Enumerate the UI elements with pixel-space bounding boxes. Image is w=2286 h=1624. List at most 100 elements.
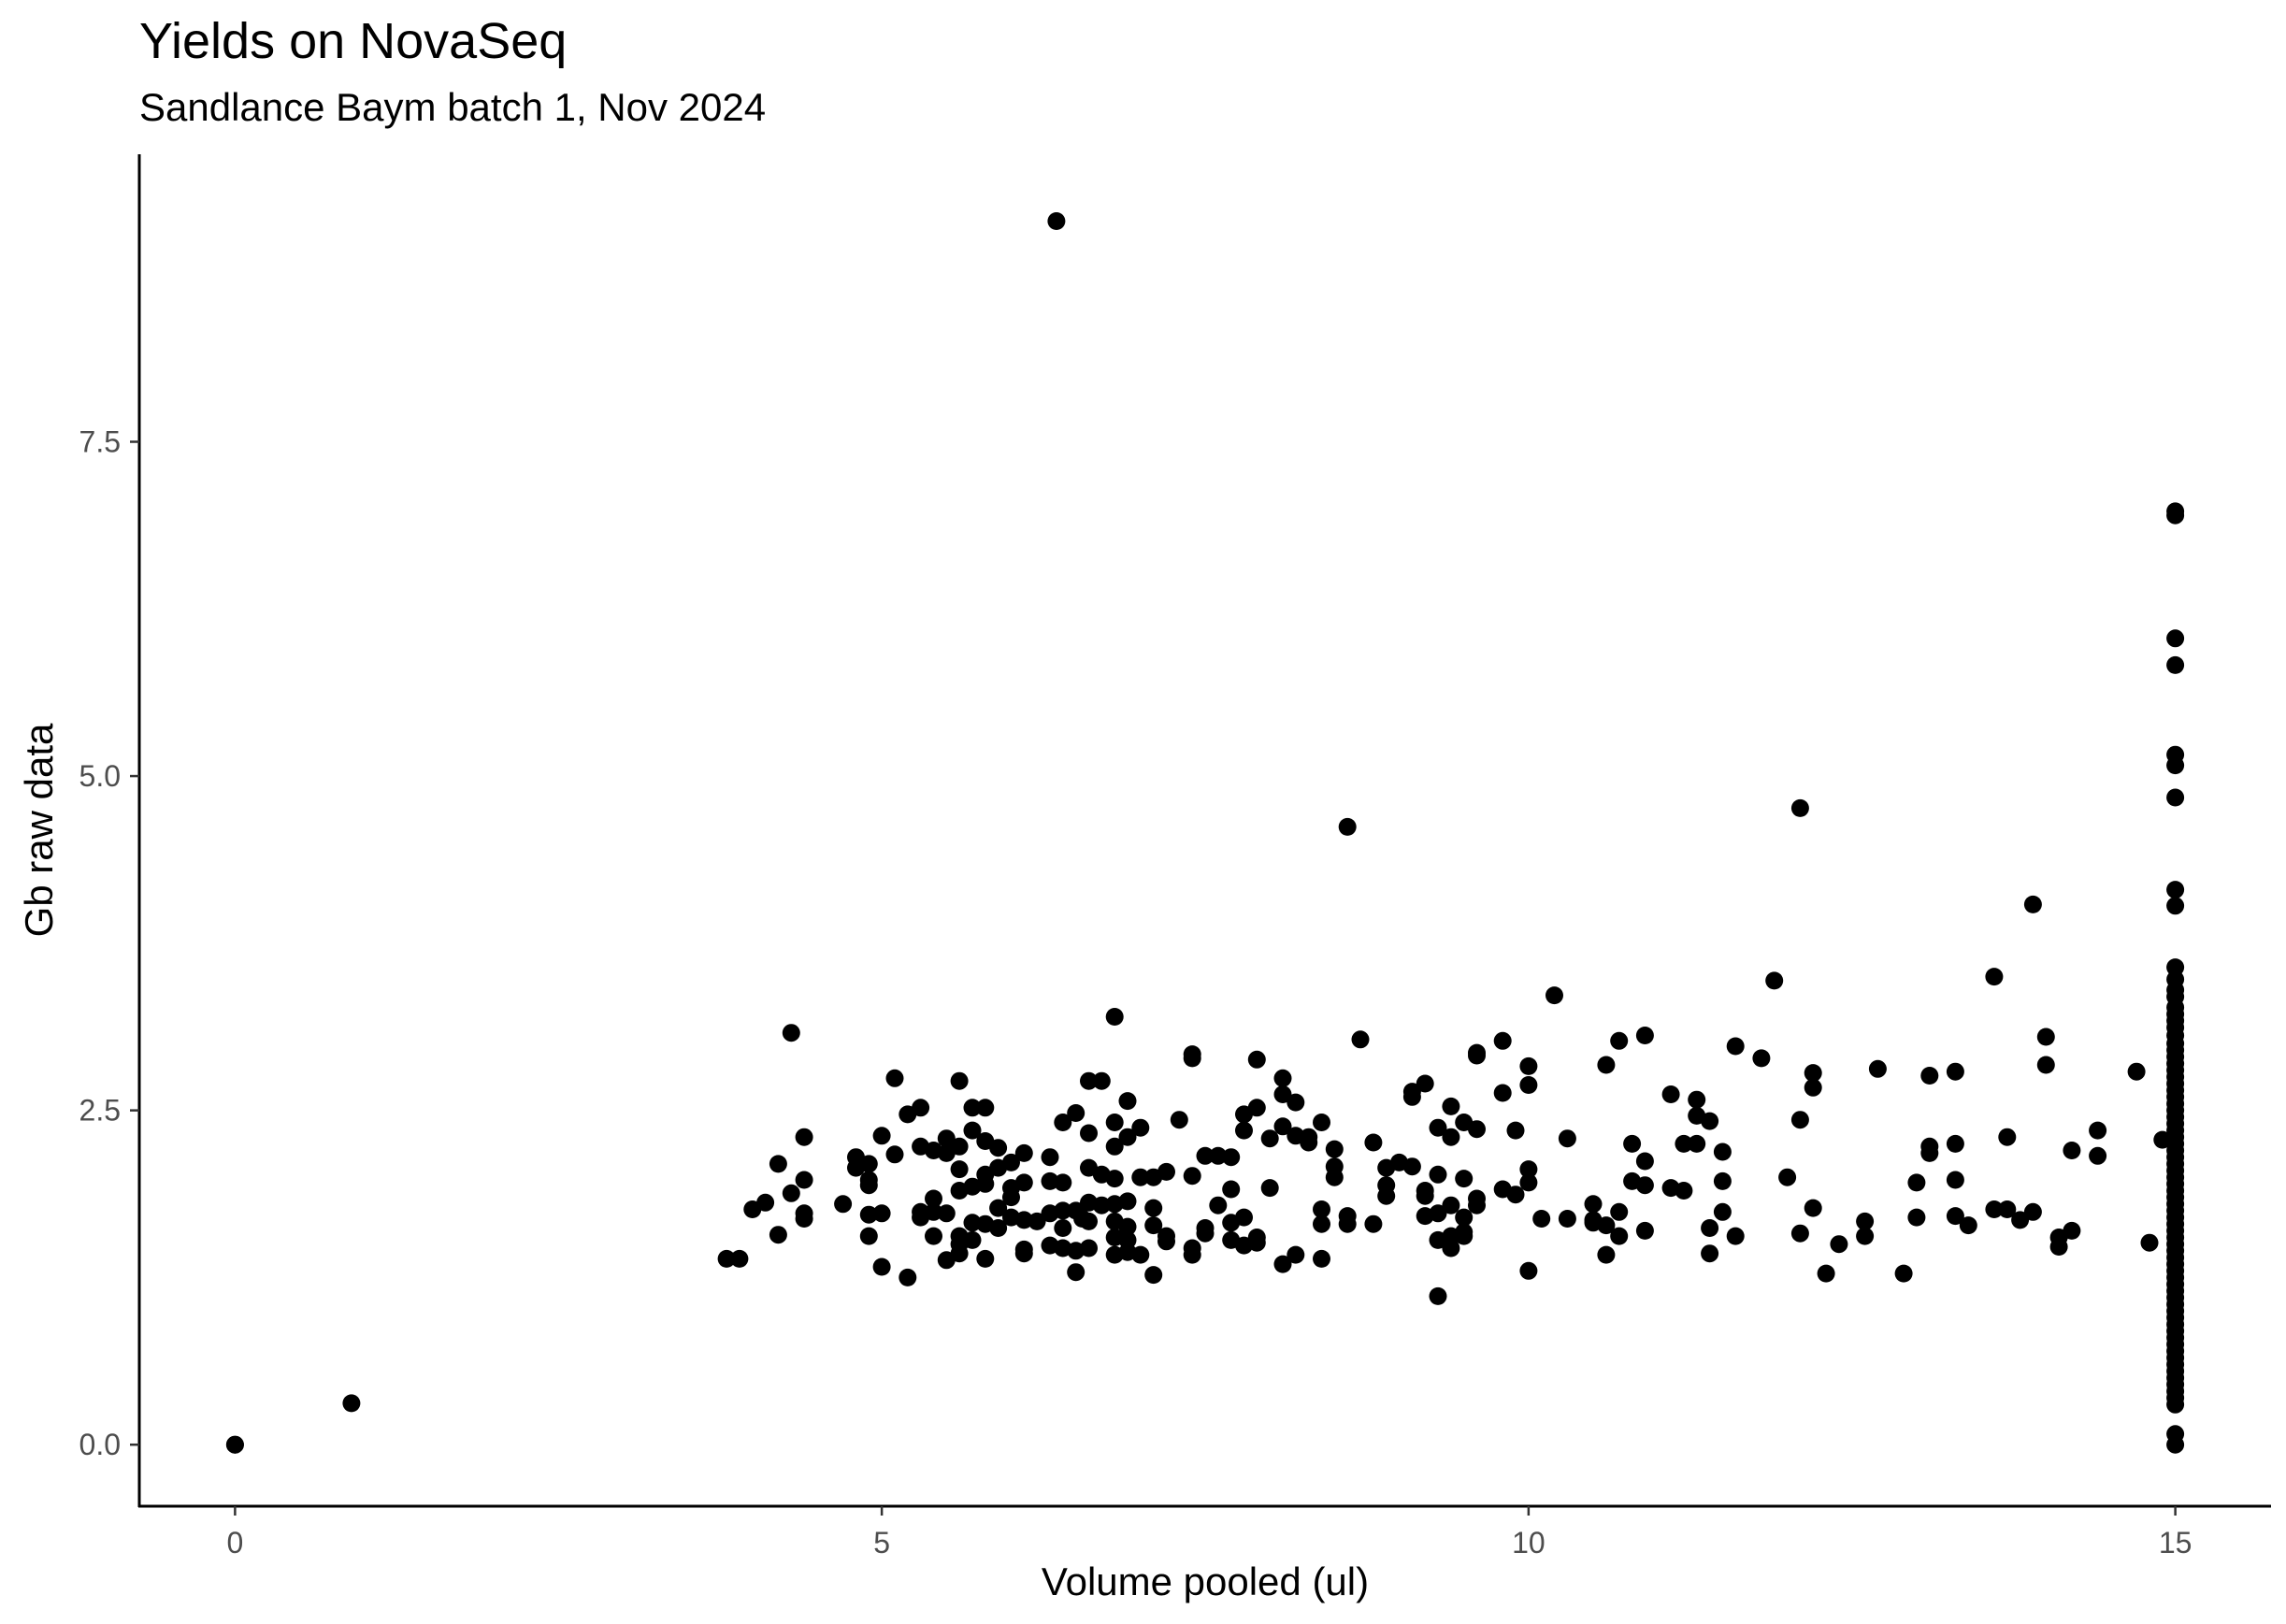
data-point xyxy=(1080,1239,1098,1258)
data-point xyxy=(1907,1208,1926,1227)
data-point xyxy=(1778,1168,1797,1186)
data-point xyxy=(1273,1117,1292,1136)
data-point xyxy=(1946,1062,1964,1081)
data-point xyxy=(769,1155,787,1173)
data-point xyxy=(925,1227,942,1245)
data-point xyxy=(1830,1235,1848,1254)
data-point xyxy=(1635,1176,1654,1195)
data-point xyxy=(1313,1249,1330,1268)
data-point xyxy=(859,1227,878,1245)
data-point xyxy=(1519,1056,1538,1075)
data-point xyxy=(1519,1160,1538,1179)
data-point xyxy=(1067,1263,1085,1282)
data-point xyxy=(1455,1227,1474,1245)
y-axis-label: Gb raw data xyxy=(17,723,61,937)
data-point xyxy=(912,1099,930,1117)
data-point xyxy=(1894,1264,1913,1283)
data-point xyxy=(950,1160,969,1179)
y-tick-label: 5.0 xyxy=(79,759,121,793)
data-point xyxy=(2023,1202,2042,1221)
data-point xyxy=(1183,1245,1201,1264)
data-point xyxy=(1338,1214,1357,1233)
data-point xyxy=(1144,1216,1163,1235)
data-point xyxy=(1157,1162,1175,1181)
data-point xyxy=(1273,1255,1292,1273)
data-point xyxy=(1014,1211,1033,1229)
data-point xyxy=(950,1071,969,1090)
data-point xyxy=(1623,1134,1642,1153)
data-point xyxy=(1402,1083,1421,1101)
data-point xyxy=(2166,897,2185,915)
data-point xyxy=(1416,1186,1434,1205)
data-point xyxy=(2166,881,2185,899)
data-point xyxy=(2127,1062,2146,1081)
data-point xyxy=(1701,1112,1719,1130)
data-point xyxy=(1247,1050,1266,1069)
data-point xyxy=(2049,1238,2068,1256)
data-point xyxy=(1105,1008,1124,1026)
data-point xyxy=(1300,1133,1318,1152)
data-point xyxy=(1364,1133,1383,1152)
data-point xyxy=(834,1195,853,1214)
data-point xyxy=(1131,1118,1150,1137)
data-point xyxy=(1222,1148,1241,1167)
data-point xyxy=(1235,1208,1253,1227)
data-point xyxy=(1260,1129,1279,1148)
data-point xyxy=(1002,1153,1020,1171)
x-tick-label: 0 xyxy=(226,1526,243,1559)
y-tick-label: 0.0 xyxy=(79,1428,121,1461)
data-point xyxy=(1402,1157,1421,1176)
data-point xyxy=(1765,971,1784,990)
data-point xyxy=(1131,1245,1150,1264)
data-point xyxy=(1325,1140,1344,1158)
data-point xyxy=(756,1193,775,1212)
data-point xyxy=(2063,1221,2081,1240)
data-point xyxy=(1468,1046,1486,1065)
data-point xyxy=(859,1155,878,1173)
data-point xyxy=(1675,1134,1693,1153)
data-point xyxy=(1868,1059,1887,1078)
data-point xyxy=(1209,1196,1228,1214)
data-point xyxy=(2089,1146,2107,1165)
data-point xyxy=(1377,1186,1396,1205)
data-point xyxy=(1287,1245,1305,1264)
data-point xyxy=(782,1184,800,1202)
data-point xyxy=(1920,1067,1939,1085)
y-tick-label: 2.5 xyxy=(79,1094,121,1128)
data-point xyxy=(2036,1028,2055,1046)
data-point xyxy=(1047,212,1066,230)
data-point xyxy=(795,1204,813,1223)
data-point xyxy=(1196,1224,1215,1243)
data-point xyxy=(1092,1071,1111,1090)
data-point xyxy=(1468,1120,1486,1139)
data-point xyxy=(1429,1165,1447,1184)
data-point xyxy=(1959,1216,1977,1235)
data-point xyxy=(989,1139,1008,1157)
data-point xyxy=(1273,1069,1292,1087)
data-point xyxy=(1804,1064,1822,1083)
data-point xyxy=(1998,1200,2017,1218)
data-point xyxy=(1635,1152,1654,1171)
data-point xyxy=(1364,1214,1383,1233)
data-point xyxy=(872,1204,891,1223)
data-point xyxy=(1313,1200,1330,1218)
data-point xyxy=(1688,1134,1706,1153)
x-tick-label: 15 xyxy=(2159,1526,2193,1559)
data-point xyxy=(1183,1049,1201,1068)
axes xyxy=(137,154,2271,1508)
data-point xyxy=(1701,1219,1719,1237)
data-point xyxy=(1804,1199,1822,1217)
data-point xyxy=(1416,1074,1434,1093)
data-point xyxy=(342,1394,361,1413)
data-point xyxy=(925,1189,942,1208)
data-point xyxy=(1506,1121,1525,1140)
data-point xyxy=(1118,1192,1137,1211)
data-point xyxy=(1442,1239,1460,1258)
data-point xyxy=(937,1129,956,1148)
data-point xyxy=(1196,1146,1215,1165)
data-point xyxy=(1080,1124,1098,1143)
data-point xyxy=(1067,1104,1085,1122)
data-point xyxy=(1920,1143,1939,1162)
data-point xyxy=(1209,1146,1228,1165)
data-point xyxy=(1726,1227,1745,1245)
